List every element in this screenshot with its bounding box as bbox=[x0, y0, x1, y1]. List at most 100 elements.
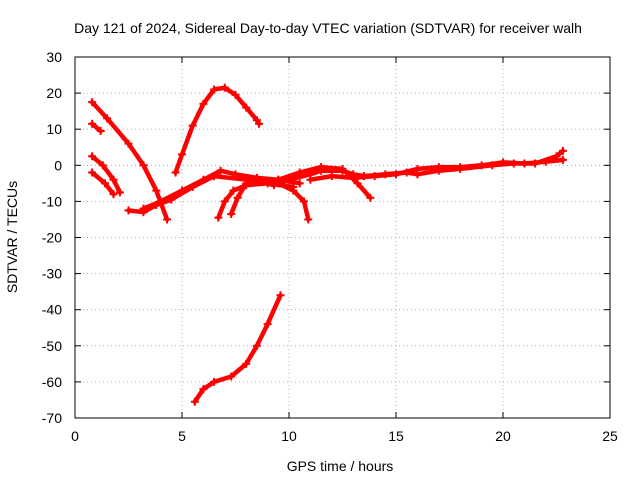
data-point-marker bbox=[434, 166, 443, 175]
data-point-marker bbox=[103, 114, 112, 123]
data-point-marker bbox=[88, 152, 97, 161]
data-point-marker bbox=[304, 215, 313, 224]
data-point-marker bbox=[227, 210, 236, 219]
x-tick-label: 0 bbox=[71, 428, 79, 444]
data-point-marker bbox=[199, 175, 208, 184]
x-axis-label: GPS time / hours bbox=[287, 458, 394, 474]
y-tick-label: -30 bbox=[42, 266, 62, 282]
data-point-marker bbox=[139, 161, 148, 170]
y-tick-label: -50 bbox=[42, 338, 62, 354]
data-point-marker bbox=[171, 168, 180, 177]
grid bbox=[75, 57, 610, 418]
data-series bbox=[88, 83, 567, 406]
data-point-marker bbox=[88, 98, 97, 107]
data-point-marker bbox=[488, 161, 497, 170]
series-line-arc-3 bbox=[89, 154, 123, 195]
data-point-marker bbox=[381, 170, 390, 179]
data-point-marker bbox=[124, 139, 133, 148]
data-point-marker bbox=[509, 159, 518, 168]
data-point-marker bbox=[98, 161, 107, 170]
data-point-marker bbox=[199, 385, 208, 394]
x-tick-label: 5 bbox=[178, 428, 186, 444]
y-tick-label: 10 bbox=[46, 121, 62, 137]
series-line-arc-7 bbox=[173, 85, 262, 175]
series-line-arc-11 bbox=[192, 293, 283, 405]
x-tick-label: 25 bbox=[602, 428, 618, 444]
data-point-marker bbox=[353, 179, 362, 188]
data-point-marker bbox=[178, 150, 186, 159]
x-tick-label: 15 bbox=[388, 428, 404, 444]
x-tick-label: 10 bbox=[281, 428, 297, 444]
y-tick-label: -70 bbox=[42, 410, 62, 426]
data-point-marker bbox=[274, 175, 283, 184]
data-point-marker bbox=[456, 164, 465, 173]
data-point-marker bbox=[276, 291, 285, 300]
y-tick-label: 20 bbox=[46, 85, 62, 101]
data-point-marker bbox=[210, 85, 219, 94]
data-point-marker bbox=[229, 186, 238, 195]
data-point-marker bbox=[190, 397, 199, 406]
data-point-marker bbox=[231, 90, 240, 99]
data-point-marker bbox=[255, 119, 264, 128]
data-point-marker bbox=[100, 179, 109, 188]
data-point-marker bbox=[263, 320, 272, 329]
data-point-marker bbox=[295, 179, 304, 188]
y-tick-label: -10 bbox=[42, 193, 62, 209]
data-point-marker bbox=[299, 197, 308, 206]
data-point-marker bbox=[233, 193, 242, 202]
data-point-marker bbox=[242, 359, 251, 368]
chart-title: Day 121 of 2024, Sidereal Day-to-day VTE… bbox=[74, 20, 582, 36]
data-point-marker bbox=[558, 155, 567, 164]
data-point-marker bbox=[188, 121, 197, 130]
data-point-marker bbox=[178, 186, 186, 195]
axis-ticks: 0 5 10 15 20 25 -70 -60 -50 -40 -30 -20 -10 0 10 20 30 bbox=[42, 49, 618, 444]
data-point-marker bbox=[163, 215, 172, 224]
data-point-marker bbox=[242, 103, 251, 112]
y-tick-label: -60 bbox=[42, 374, 62, 390]
series-line-arc-10 bbox=[276, 164, 373, 201]
y-axis-label: SDTVAR / TECUs bbox=[4, 181, 20, 293]
data-point-marker bbox=[152, 186, 161, 195]
data-point-marker bbox=[558, 146, 567, 155]
data-point-marker bbox=[270, 181, 279, 190]
data-point-marker bbox=[552, 152, 561, 161]
data-point-marker bbox=[156, 197, 165, 206]
data-point-marker bbox=[349, 173, 358, 182]
data-point-marker bbox=[227, 372, 236, 381]
data-point-marker bbox=[214, 213, 223, 222]
data-point-marker bbox=[88, 168, 97, 177]
data-point-marker bbox=[88, 119, 97, 128]
data-point-marker bbox=[366, 193, 375, 202]
series-line-arc-1 bbox=[89, 99, 170, 222]
data-point-marker bbox=[199, 99, 208, 108]
y-tick-label: -40 bbox=[42, 302, 62, 318]
data-point-marker bbox=[220, 83, 229, 92]
x-tick-label: 20 bbox=[495, 428, 511, 444]
data-point-marker bbox=[289, 182, 298, 191]
data-point-marker bbox=[210, 377, 219, 386]
y-tick-label: 0 bbox=[54, 157, 62, 173]
data-point-marker bbox=[338, 164, 347, 173]
data-point-marker bbox=[216, 166, 225, 175]
data-point-marker bbox=[359, 172, 368, 181]
data-point-marker bbox=[402, 168, 411, 177]
data-point-marker bbox=[139, 204, 148, 213]
data-point-marker bbox=[115, 188, 124, 197]
data-point-marker bbox=[295, 168, 304, 177]
data-point-marker bbox=[317, 163, 326, 172]
y-tick-label: -20 bbox=[42, 230, 62, 246]
series-line-arc-2 bbox=[89, 121, 103, 134]
data-point-marker bbox=[255, 177, 264, 186]
data-point-marker bbox=[124, 206, 133, 215]
data-point-marker bbox=[252, 341, 261, 350]
data-point-marker bbox=[306, 175, 315, 184]
data-point-marker bbox=[327, 172, 336, 181]
data-point-marker bbox=[413, 170, 422, 179]
data-point-marker bbox=[242, 179, 251, 188]
data-point-marker bbox=[231, 170, 240, 179]
data-point-marker bbox=[96, 127, 105, 136]
y-tick-label: 30 bbox=[46, 49, 62, 65]
data-point-marker bbox=[220, 197, 229, 206]
data-point-marker bbox=[531, 159, 540, 168]
